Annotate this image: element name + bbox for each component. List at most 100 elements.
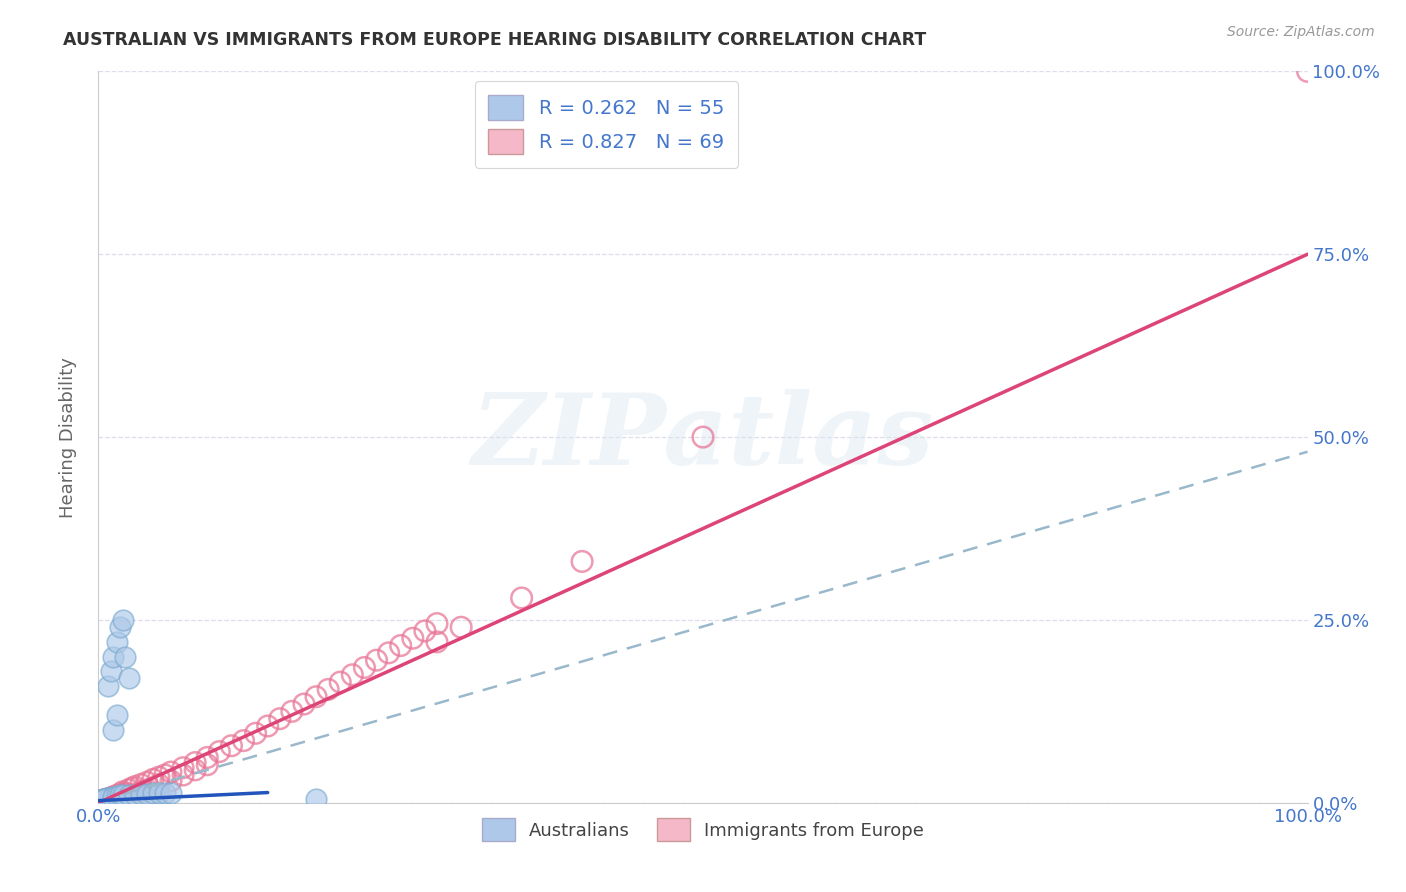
Point bbox=[389, 639, 412, 653]
Point bbox=[269, 712, 291, 726]
Point bbox=[108, 620, 131, 634]
Point bbox=[91, 792, 114, 806]
Point bbox=[97, 793, 120, 807]
Point bbox=[105, 791, 128, 805]
Point bbox=[510, 591, 533, 605]
Point bbox=[281, 705, 304, 719]
Point bbox=[692, 430, 714, 444]
Point bbox=[96, 794, 118, 808]
Point bbox=[94, 793, 117, 807]
Point bbox=[135, 787, 157, 801]
Point bbox=[90, 794, 112, 808]
Point bbox=[94, 793, 117, 807]
Point bbox=[108, 792, 131, 806]
Point bbox=[172, 761, 194, 775]
Point bbox=[160, 773, 183, 788]
Point bbox=[124, 788, 146, 802]
Point bbox=[305, 792, 328, 806]
Point bbox=[245, 726, 267, 740]
Point bbox=[94, 793, 117, 807]
Point bbox=[353, 660, 375, 674]
Point bbox=[101, 649, 124, 664]
Point bbox=[90, 794, 112, 808]
Point bbox=[91, 793, 114, 807]
Point bbox=[98, 791, 121, 805]
Point bbox=[153, 768, 176, 782]
Point bbox=[91, 794, 114, 808]
Point bbox=[108, 787, 131, 801]
Point bbox=[108, 789, 131, 803]
Point bbox=[98, 793, 121, 807]
Point bbox=[94, 794, 117, 808]
Point bbox=[129, 787, 152, 801]
Point bbox=[118, 789, 141, 803]
Point bbox=[118, 672, 141, 686]
Point bbox=[101, 723, 124, 737]
Point bbox=[90, 794, 112, 808]
Point bbox=[195, 757, 218, 772]
Point bbox=[571, 554, 593, 568]
Point bbox=[142, 786, 165, 800]
Point bbox=[402, 632, 425, 646]
Point bbox=[232, 733, 254, 747]
Point bbox=[124, 780, 146, 794]
Point bbox=[91, 793, 114, 807]
Point bbox=[111, 785, 134, 799]
Point bbox=[94, 792, 117, 806]
Point bbox=[101, 793, 124, 807]
Point bbox=[90, 794, 112, 808]
Point bbox=[153, 786, 176, 800]
Point bbox=[93, 793, 115, 807]
Point bbox=[256, 719, 278, 733]
Point bbox=[100, 664, 122, 678]
Point bbox=[114, 786, 136, 800]
Point bbox=[329, 675, 352, 690]
Point bbox=[101, 789, 124, 804]
Point bbox=[142, 772, 165, 787]
Point bbox=[101, 789, 124, 804]
Point bbox=[97, 791, 120, 805]
Point bbox=[100, 792, 122, 806]
Point bbox=[413, 624, 436, 638]
Point bbox=[129, 785, 152, 799]
Point bbox=[1296, 64, 1319, 78]
Text: ZIPatlas: ZIPatlas bbox=[472, 389, 934, 485]
Text: Source: ZipAtlas.com: Source: ZipAtlas.com bbox=[1227, 25, 1375, 39]
Legend: Australians, Immigrants from Europe: Australians, Immigrants from Europe bbox=[475, 811, 931, 848]
Point bbox=[426, 616, 449, 631]
Point bbox=[208, 745, 231, 759]
Point bbox=[93, 792, 115, 806]
Point bbox=[91, 794, 114, 808]
Point bbox=[111, 789, 134, 803]
Point bbox=[148, 778, 170, 792]
Point bbox=[97, 679, 120, 693]
Point bbox=[316, 682, 339, 697]
Point bbox=[292, 697, 315, 711]
Point bbox=[111, 613, 134, 627]
Point bbox=[105, 635, 128, 649]
Point bbox=[135, 782, 157, 797]
Point bbox=[105, 789, 128, 804]
Point bbox=[305, 690, 328, 704]
Point bbox=[135, 775, 157, 789]
Point bbox=[426, 635, 449, 649]
Point bbox=[98, 791, 121, 805]
Point bbox=[97, 793, 120, 807]
Point bbox=[114, 649, 136, 664]
Point bbox=[195, 750, 218, 764]
Point bbox=[160, 786, 183, 800]
Point bbox=[377, 646, 399, 660]
Point bbox=[96, 792, 118, 806]
Point bbox=[97, 794, 120, 808]
Point bbox=[105, 789, 128, 803]
Point bbox=[342, 667, 364, 681]
Point bbox=[93, 794, 115, 808]
Point bbox=[96, 791, 118, 805]
Point bbox=[100, 790, 122, 805]
Point bbox=[450, 620, 472, 634]
Point bbox=[172, 768, 194, 782]
Y-axis label: Hearing Disability: Hearing Disability bbox=[59, 357, 77, 517]
Point bbox=[91, 793, 114, 807]
Text: AUSTRALIAN VS IMMIGRANTS FROM EUROPE HEARING DISABILITY CORRELATION CHART: AUSTRALIAN VS IMMIGRANTS FROM EUROPE HEA… bbox=[63, 31, 927, 49]
Point bbox=[91, 794, 114, 808]
